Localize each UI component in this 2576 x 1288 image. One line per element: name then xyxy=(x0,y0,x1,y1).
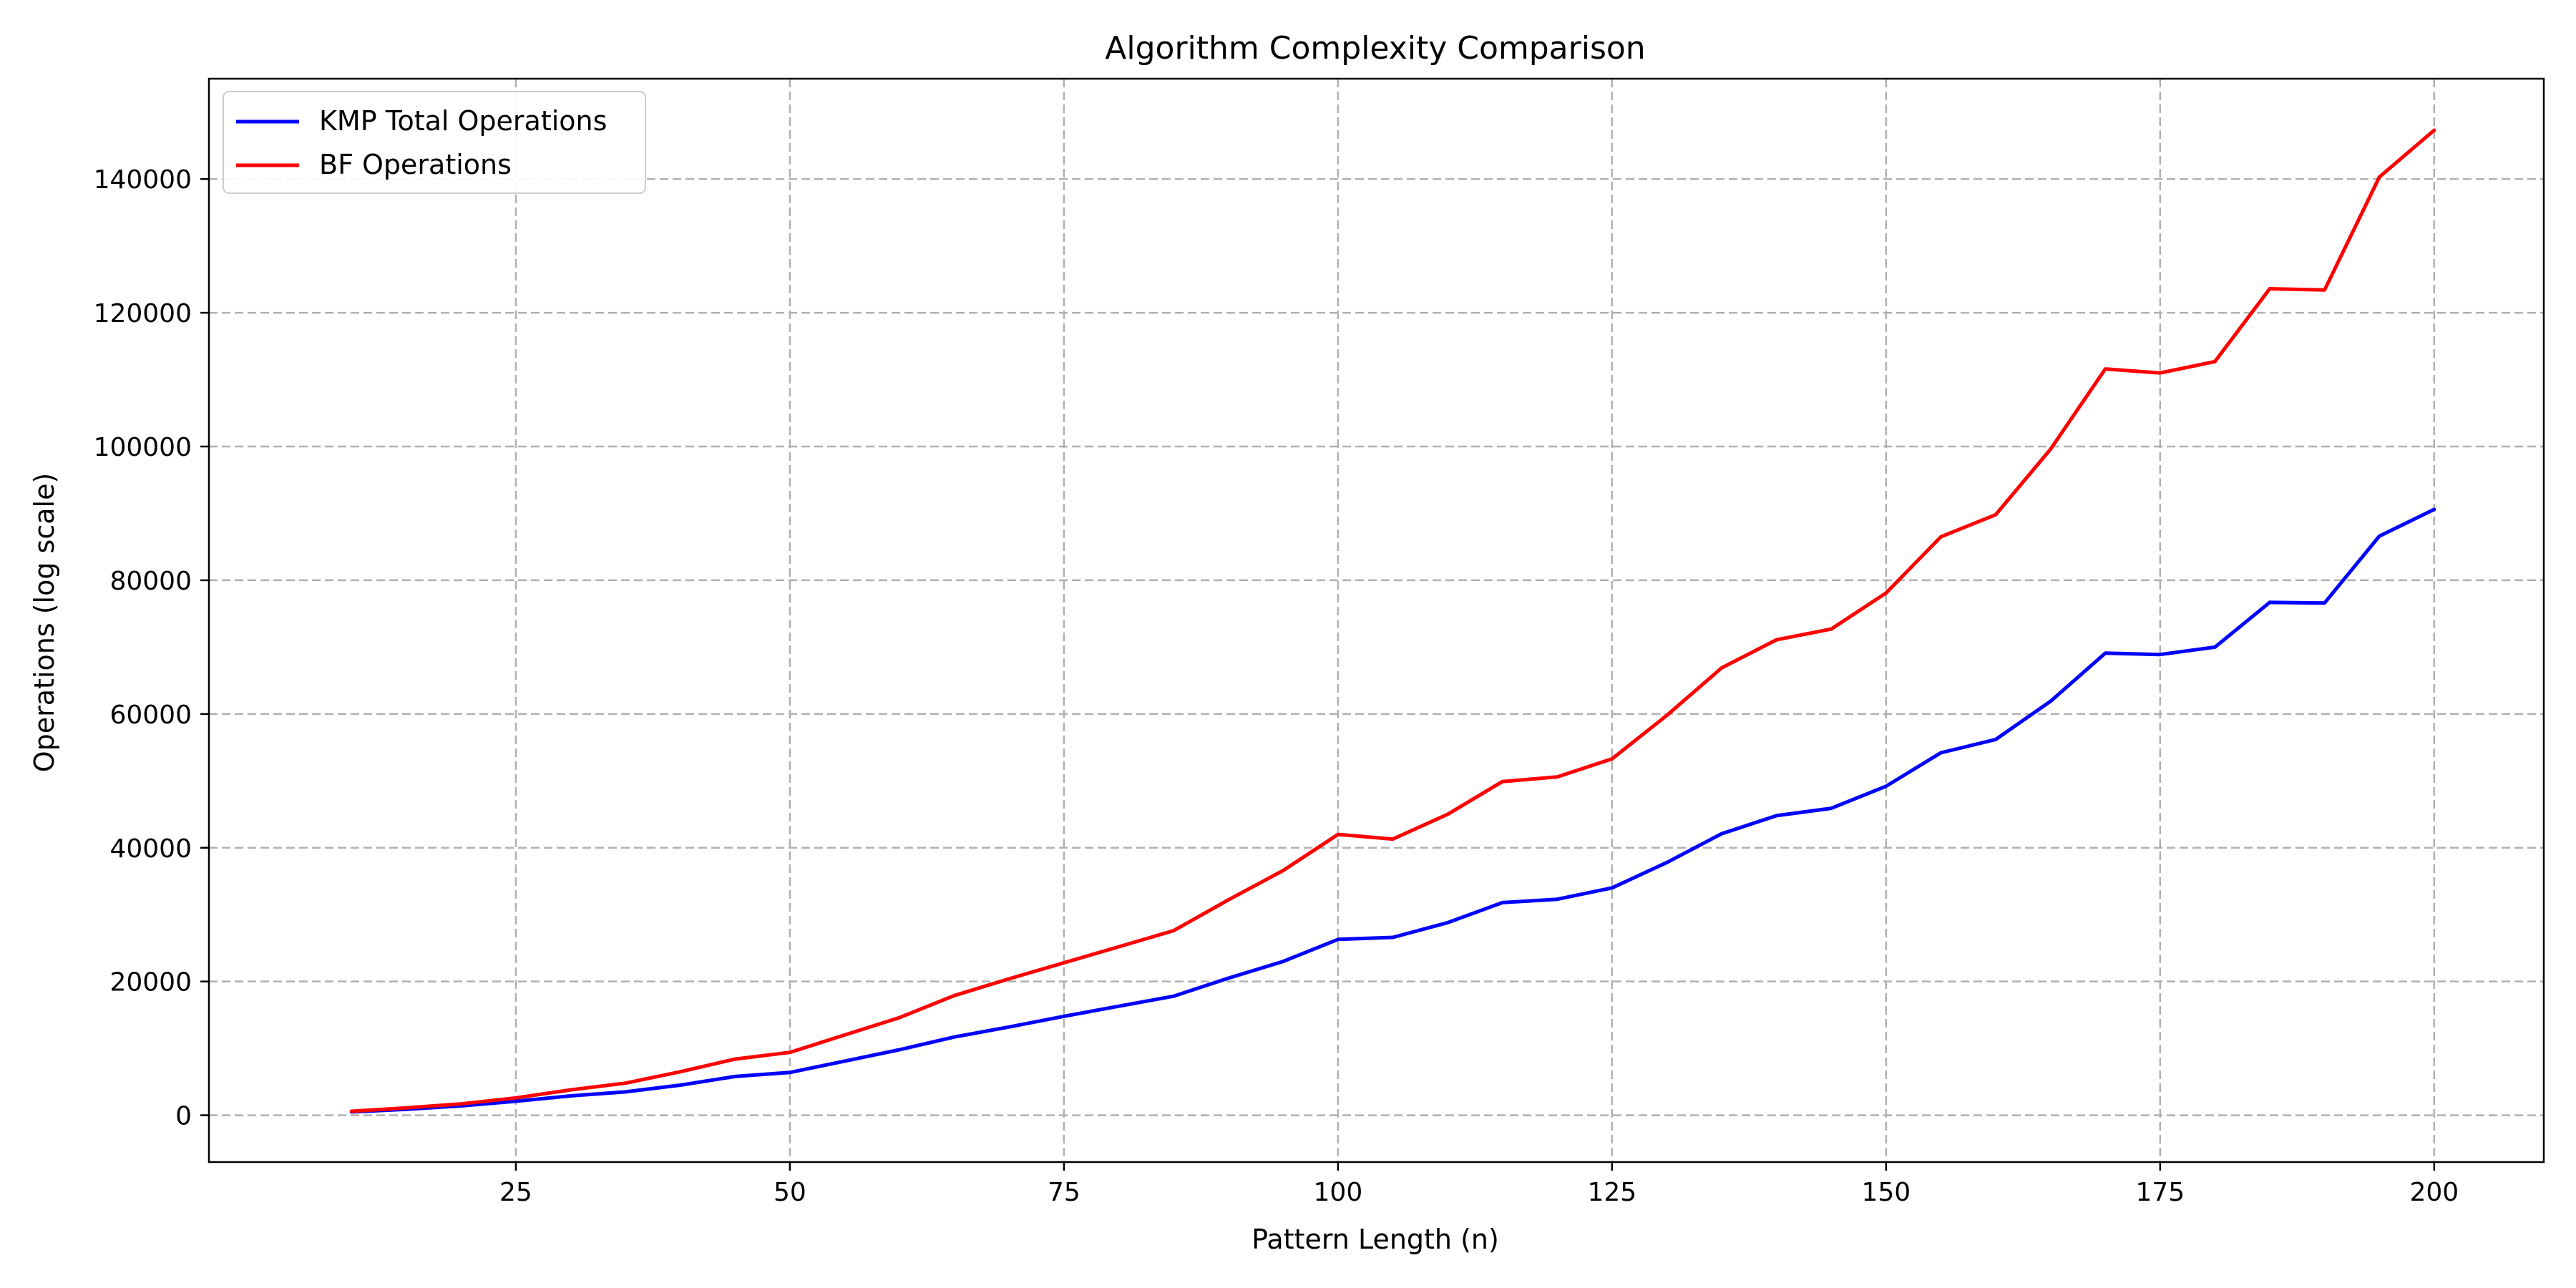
series-line-bf xyxy=(349,128,2436,1113)
y-tick-label: 140000 xyxy=(94,165,192,195)
y-tick-label: 40000 xyxy=(109,834,192,864)
series-lines xyxy=(349,128,2436,1114)
y-tick-label: 20000 xyxy=(109,968,192,997)
x-tick-label: 50 xyxy=(774,1178,806,1207)
x-tick-label: 175 xyxy=(2135,1178,2185,1207)
y-tick-label: 0 xyxy=(175,1102,192,1131)
legend-label-bf: BF Operations xyxy=(319,149,512,180)
legend-label-kmp: KMP Total Operations xyxy=(319,105,607,137)
x-tick-label: 25 xyxy=(499,1178,532,1207)
y-axis-label: Operations (log scale) xyxy=(29,473,60,773)
x-axis-label: Pattern Length (n) xyxy=(1252,1224,1499,1255)
grid-lines xyxy=(209,79,2544,1162)
x-tick-label: 125 xyxy=(1588,1178,1637,1207)
chart-title: Algorithm Complexity Comparison xyxy=(1105,30,1645,67)
y-tick-label: 60000 xyxy=(109,701,192,730)
legend: KMP Total Operations BF Operations xyxy=(223,91,646,194)
y-tick-label: 100000 xyxy=(94,433,192,462)
axis-ticks: 25 50 75 100 125 150 175 200 0 20000 40000 60000 800… xyxy=(94,165,2459,1207)
plot-frame xyxy=(208,77,2545,1163)
y-tick-label: 80000 xyxy=(109,567,192,596)
x-tick-label: 200 xyxy=(2409,1178,2459,1207)
y-tick-label: 120000 xyxy=(94,299,192,328)
series-line-kmp xyxy=(349,507,2436,1114)
x-tick-label: 150 xyxy=(1861,1178,1911,1207)
x-tick-label: 100 xyxy=(1314,1178,1363,1207)
x-tick-label: 75 xyxy=(1048,1178,1080,1207)
legend-box xyxy=(223,91,646,194)
